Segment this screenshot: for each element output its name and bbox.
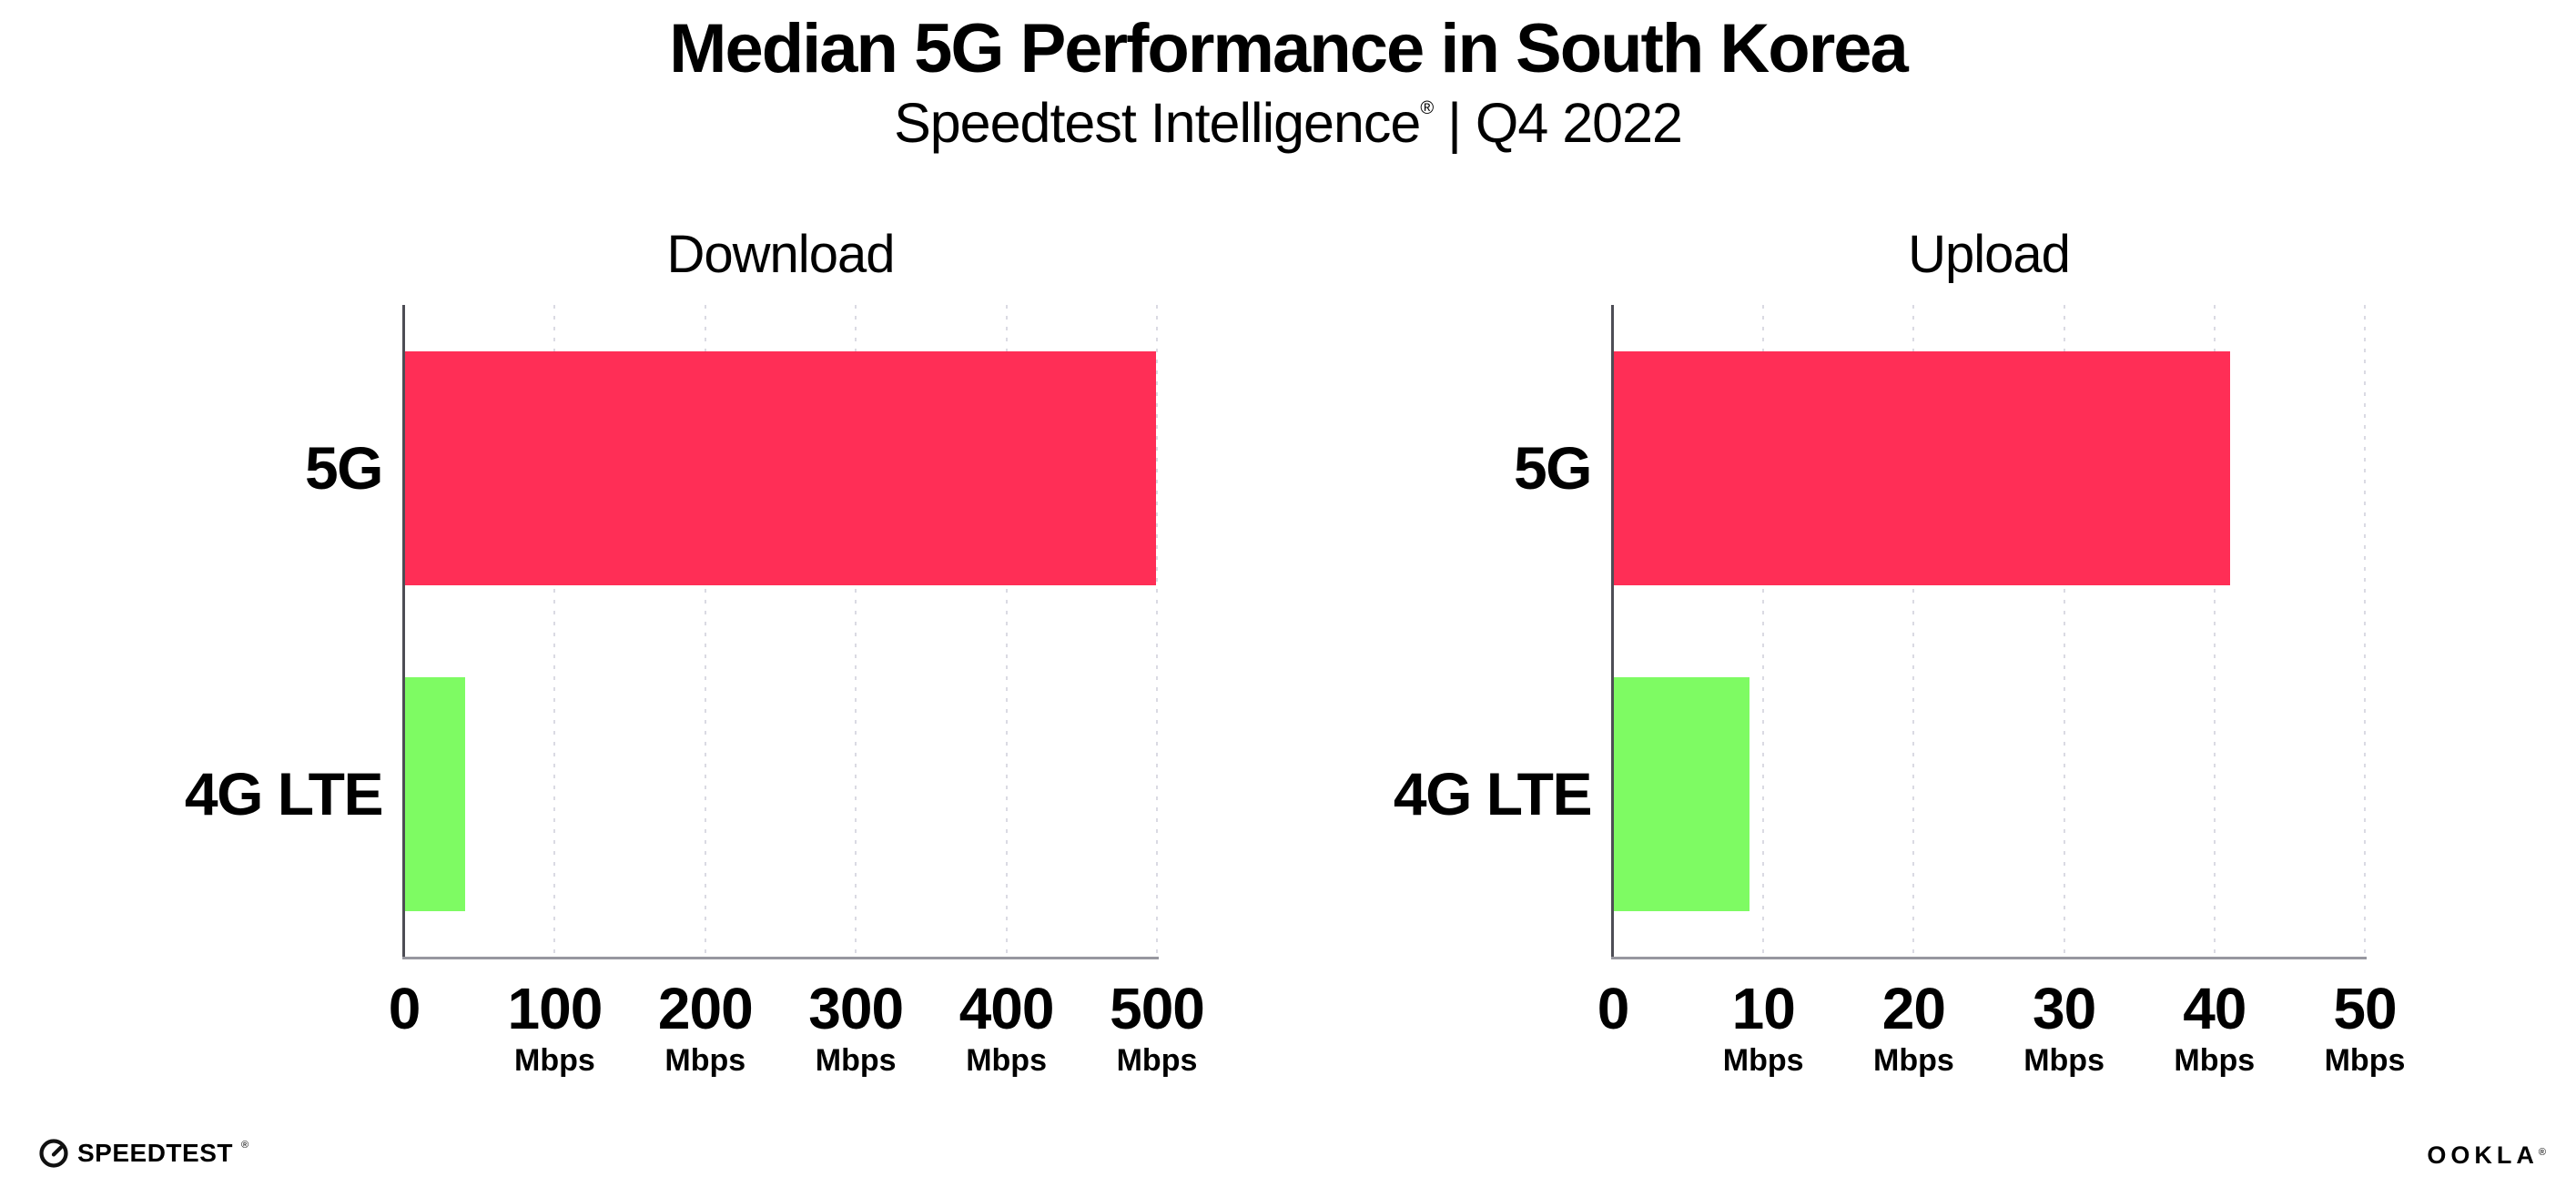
category-label-4g-lte: 4G LTE (184, 760, 384, 827)
x-tick-number: 30 (2033, 976, 2096, 1041)
x-tick-number: 50 (2333, 976, 2397, 1041)
registered-mark: ® (1420, 97, 1434, 118)
gridline-20 (1912, 305, 1915, 957)
speedtest-logo: SPEEDTEST ® (38, 1138, 248, 1169)
x-tick-200: 200 Mbps (657, 976, 754, 1078)
x-tick-unit: Mbps (1722, 1043, 1804, 1078)
x-tick-500: 500 Mbps (1110, 976, 1205, 1078)
x-tick-number: 500 (1110, 976, 1205, 1041)
gridline-200 (704, 305, 706, 957)
x-tick-number: 100 (507, 976, 603, 1041)
ookla-logo: OOKLA® (2427, 1143, 2551, 1168)
gridline-30 (2063, 305, 2065, 957)
speedtest-gauge-icon (38, 1138, 69, 1169)
x-tick-unit: Mbps (1873, 1043, 1954, 1078)
subtitle-period: | Q4 2022 (1433, 92, 1683, 154)
ookla-registered-mark: ® (2538, 1147, 2551, 1158)
x-tick-unit: Mbps (514, 1043, 595, 1078)
chart-title-upload: Upload (1908, 225, 2071, 284)
bar-4g-lte (1614, 676, 1749, 911)
y-axis-line (1611, 305, 1614, 959)
x-tick-100: 100 Mbps (508, 979, 603, 1076)
x-axis-line (1611, 957, 2367, 959)
x-tick-number: 20 (1881, 976, 1946, 1041)
x-tick-unit: Mbps (966, 1043, 1047, 1078)
x-tick-50: 50 Mbps (2325, 979, 2406, 1076)
x-tick-0: 0 (389, 979, 421, 1038)
bar-4g-lte (405, 676, 466, 911)
bar-5g (1614, 350, 2231, 585)
gridline-500 (1156, 305, 1158, 957)
category-label-4g-lte: 4G LTE (1393, 760, 1593, 827)
x-tick-unit: Mbps (664, 1043, 746, 1078)
x-tick-20: 20 Mbps (1873, 979, 1954, 1076)
x-axis-line (402, 957, 1159, 959)
x-tick-number: 0 (388, 976, 421, 1041)
x-tick-0: 0 (1597, 976, 1630, 1041)
x-tick-unit: Mbps (2174, 1043, 2256, 1078)
category-label-5g: 5G (304, 434, 384, 502)
x-tick-10: 10 Mbps (1723, 979, 1804, 1076)
x-tick-30: 30 Mbps (2023, 979, 2104, 1076)
x-tick-unit: Mbps (2324, 1043, 2406, 1078)
x-tick-number: 200 (657, 976, 754, 1041)
chart-title-download: Download (666, 225, 896, 284)
page-title: Median 5G Performance in South Korea (669, 10, 1909, 87)
x-tick-number: 40 (2183, 976, 2246, 1041)
gridline-50 (2364, 305, 2366, 957)
x-tick-400: 400 Mbps (958, 976, 1055, 1078)
x-tick-unit: Mbps (815, 1043, 897, 1078)
category-label-5g: 5G (1513, 434, 1593, 502)
subtitle-brand: Speedtest Intelligence (894, 92, 1421, 154)
y-axis-line (402, 305, 405, 959)
x-tick-40: 40 Mbps (2174, 979, 2255, 1076)
gridline-10 (1762, 305, 1765, 957)
gridline-100 (553, 305, 556, 957)
x-tick-number: 400 (958, 976, 1055, 1041)
gridline-400 (1005, 305, 1008, 957)
speedtest-wordmark: SPEEDTEST (77, 1139, 233, 1167)
x-tick-number: 300 (808, 976, 904, 1041)
gridline-40 (2213, 305, 2216, 957)
x-tick-300: 300 Mbps (808, 976, 904, 1078)
gridline-300 (855, 305, 857, 957)
speedtest-registered-mark: ® (240, 1140, 249, 1151)
x-tick-number: 0 (1597, 976, 1630, 1041)
ookla-wordmark: OOKLA (2427, 1141, 2539, 1169)
x-tick-number: 10 (1731, 976, 1796, 1041)
page-subtitle: Speedtest Intelligence® | Q4 2022 (894, 91, 1683, 155)
x-tick-unit: Mbps (2023, 1043, 2104, 1078)
bar-5g (405, 350, 1157, 585)
x-tick-unit: Mbps (1116, 1043, 1198, 1078)
